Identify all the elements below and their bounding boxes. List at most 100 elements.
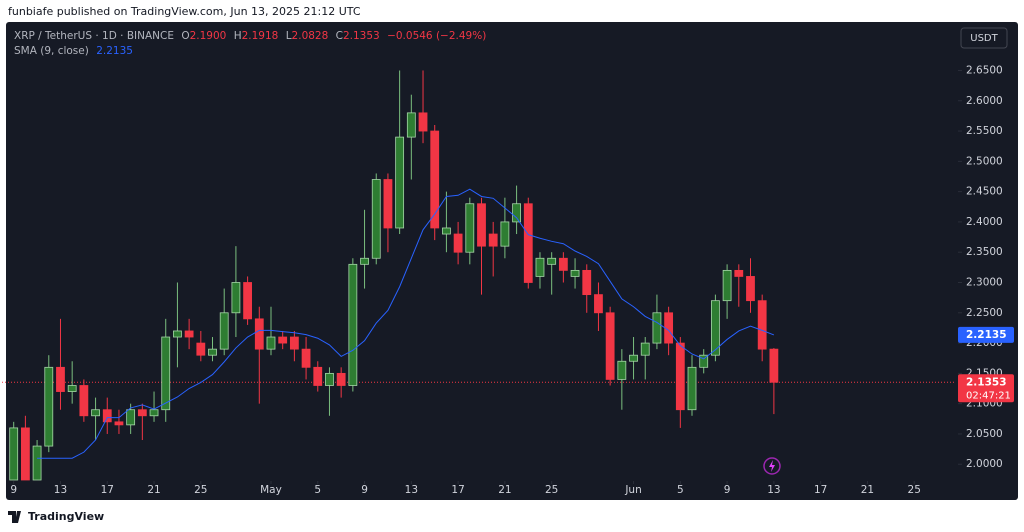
countdown-label: 02:47:21 — [966, 390, 1011, 401]
candle-body — [20, 427, 30, 481]
candle-body — [512, 203, 521, 223]
y-tick-label: 2.6000 — [966, 95, 1003, 107]
candle-body — [266, 336, 276, 350]
candle-body — [56, 366, 65, 392]
candle-body — [547, 257, 557, 265]
y-tick-label: 2.6500 — [966, 64, 1003, 76]
candle-body — [325, 372, 334, 386]
candle-body — [149, 409, 159, 417]
candle-body — [570, 269, 580, 277]
candle-body — [313, 366, 323, 386]
candle-body — [617, 360, 627, 380]
candle-body — [254, 318, 264, 350]
o-label: O — [181, 30, 189, 42]
candle-body — [336, 372, 346, 386]
candle-body — [594, 294, 603, 314]
x-tick-label: 5 — [314, 484, 321, 496]
l-value: 2.0828 — [292, 30, 329, 42]
y-tick-label: 2.3000 — [966, 277, 1003, 289]
candle-body — [640, 342, 650, 356]
candle-body — [161, 336, 171, 411]
sma-price-box — [958, 326, 1014, 343]
candle-body — [652, 312, 662, 344]
candle-body — [418, 112, 428, 132]
candle-body — [722, 269, 732, 302]
candle-body — [137, 409, 147, 417]
candle-body — [102, 409, 112, 423]
candle-body — [757, 300, 767, 350]
y-tick-label: 2.4000 — [966, 216, 1003, 228]
candle-body — [348, 263, 358, 386]
candle-body — [173, 330, 182, 338]
legend: XRP / TetherUS · 1D · BINANCE O2.1900 H2… — [14, 30, 486, 57]
candle-body — [406, 112, 416, 138]
x-tick-label: 17 — [451, 484, 464, 496]
candle-body — [301, 348, 311, 368]
x-tick-label: 13 — [54, 484, 67, 496]
currency-label: USDT — [970, 33, 998, 44]
candle-body — [371, 179, 381, 259]
candle-body — [523, 203, 533, 283]
candle-body — [79, 385, 89, 417]
h-label: H — [234, 30, 242, 42]
x-tick-label: 5 — [677, 484, 684, 496]
candle-body — [500, 221, 510, 247]
chart-panel — [6, 22, 1018, 500]
sma-value: 2.2135 — [96, 45, 133, 57]
candle-body — [558, 257, 568, 271]
candle-body — [687, 366, 697, 411]
last-price-box — [958, 374, 1014, 403]
candle-body — [184, 330, 194, 338]
x-tick-label: May — [260, 484, 282, 496]
plot: 2.00002.05002.10002.15002.20002.25002.30… — [2, 64, 1014, 496]
candle-body — [208, 348, 217, 356]
legend-line: XRP / TetherUS · 1D · BINANCE O2.1900 H2… — [14, 30, 486, 42]
currency-button[interactable] — [960, 27, 1008, 49]
sma-line — [37, 188, 775, 459]
candle-body — [477, 203, 486, 247]
candle-body — [605, 312, 615, 380]
candle-body — [442, 227, 451, 235]
o-value: 2.1900 — [190, 30, 227, 42]
candle-body — [383, 179, 393, 229]
candle-body — [231, 282, 241, 314]
candle-body — [243, 282, 252, 320]
x-tick-label: 17 — [814, 484, 827, 496]
x-tick-label: Jun — [624, 484, 641, 496]
sma-name: SMA (9, close) — [14, 45, 89, 57]
publish-header: funbiafe published on TradingView.com, J… — [8, 5, 361, 18]
x-tick-label: 9 — [361, 484, 368, 496]
x-tick-label: 13 — [767, 484, 780, 496]
footer-brand: TradingView — [28, 510, 104, 523]
candle-body — [769, 348, 779, 383]
sma-price-label: 2.2135 — [966, 329, 1007, 341]
c-value: 2.1353 — [343, 30, 380, 42]
candle-body — [453, 233, 463, 253]
y-tick-label: 2.2500 — [966, 307, 1003, 319]
x-tick-label: 25 — [194, 484, 207, 496]
c-label: C — [336, 30, 343, 42]
sma-legend: SMA (9, close) 2.2135 — [14, 45, 133, 57]
x-tick-label: 13 — [405, 484, 418, 496]
candle-body — [711, 300, 720, 356]
y-tick-label: 2.5000 — [966, 155, 1003, 167]
candle-body — [360, 257, 369, 265]
h-value: 2.1918 — [242, 30, 279, 42]
x-tick-label: 25 — [545, 484, 558, 496]
x-tick-label: 25 — [908, 484, 921, 496]
symbol: XRP / TetherUS · 1D · BINANCE — [14, 30, 174, 42]
y-tick-label: 2.0000 — [966, 458, 1003, 470]
candle-body — [278, 336, 288, 344]
candle-body — [289, 336, 299, 350]
candle-body — [699, 354, 709, 368]
x-tick-label: 17 — [101, 484, 114, 496]
y-tick-label: 2.0500 — [966, 428, 1003, 440]
candle-body — [67, 385, 77, 392]
change: −0.0546 (−2.49%) — [387, 30, 486, 42]
last-price-label: 2.1353 — [966, 376, 1007, 388]
candle-body — [126, 409, 136, 426]
candle-body — [91, 409, 100, 417]
candle-body — [430, 130, 440, 229]
y-tick-label: 2.5500 — [966, 125, 1003, 137]
